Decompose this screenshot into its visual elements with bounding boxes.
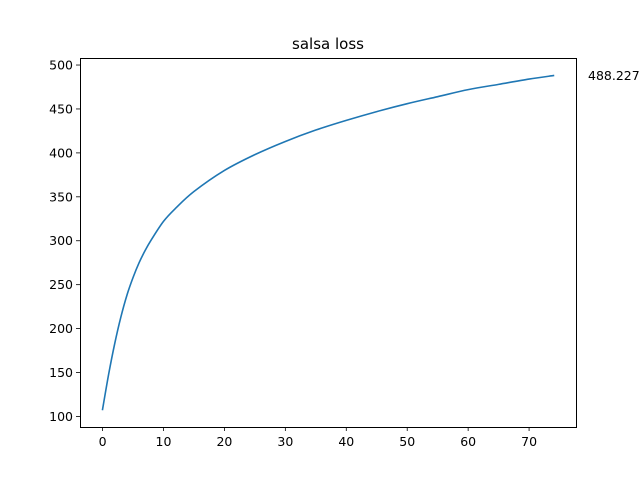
y-tick-label: 300 [49,233,73,248]
x-tick-label: 10 [156,434,172,449]
x-axis-ticks: 0 10 20 30 40 50 60 70 [99,427,537,449]
x-tick-label: 0 [99,434,107,449]
axes-frame [80,58,577,428]
y-axis-ticks: 100 150 200 250 300 350 400 450 500 [49,58,80,424]
last-value-annotation: 488.227 [588,68,640,83]
x-tick-label: 20 [216,434,232,449]
y-tick-label: 100 [49,409,73,424]
x-tick-label: 50 [399,434,415,449]
x-tick-label: 60 [460,434,476,449]
y-tick-label: 350 [49,189,73,204]
y-tick-label: 400 [49,145,73,160]
x-tick-label: 70 [521,434,537,449]
series-line-salsa-loss [101,74,555,411]
y-tick-label: 450 [49,101,73,116]
chart-title: salsa loss [292,35,364,53]
x-tick-label: 30 [277,434,293,449]
x-tick-label: 40 [338,434,354,449]
y-tick-label: 200 [49,321,73,336]
y-tick-label: 250 [49,277,73,292]
y-tick-label: 150 [49,365,73,380]
y-tick-label: 500 [49,58,73,73]
